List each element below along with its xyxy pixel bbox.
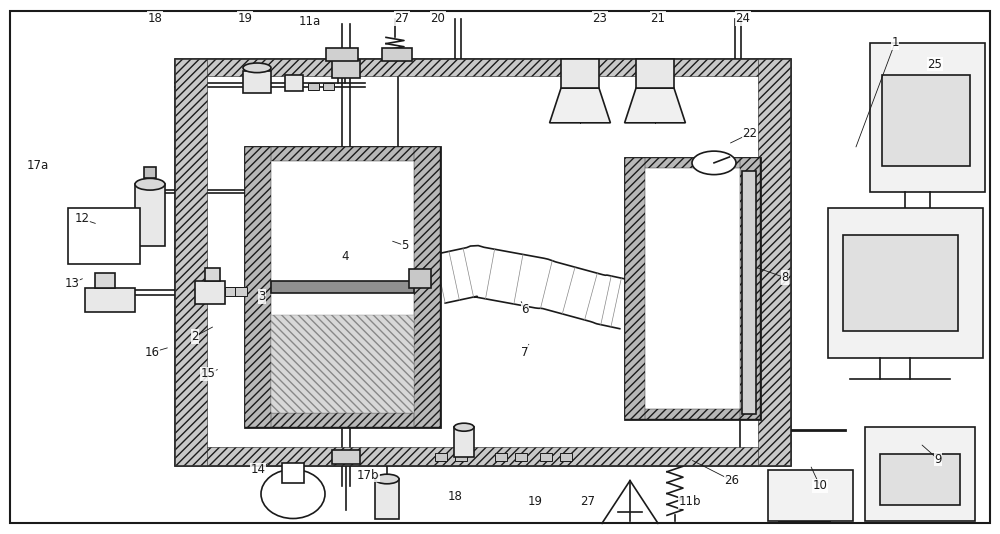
Bar [870,43,985,192]
Bar [625,158,760,419]
Bar [409,269,431,288]
Bar [95,273,115,288]
Text: 16: 16 [144,346,160,359]
Text: 17b: 17b [357,469,379,482]
Bar [375,479,399,519]
Polygon shape [625,88,685,123]
Bar [175,59,207,465]
Bar [195,281,225,304]
Text: 20: 20 [431,12,445,25]
Bar [382,48,412,61]
Text: 12: 12 [74,213,90,225]
Bar [625,409,760,419]
Bar [326,48,358,61]
Text: 18: 18 [148,12,162,25]
Text: 1: 1 [891,36,899,49]
Ellipse shape [135,178,165,190]
Text: 26: 26 [724,474,740,487]
Text: 7: 7 [521,346,529,359]
Bar [880,454,960,505]
Text: 11b: 11b [679,496,701,508]
Bar [768,470,853,521]
Text: 25: 25 [928,58,942,70]
Bar [561,59,599,88]
Bar [332,450,360,464]
Text: 5: 5 [401,239,409,252]
Circle shape [692,151,736,175]
Bar [540,453,552,461]
Bar [205,268,220,281]
Text: 27: 27 [580,496,596,508]
Text: 14: 14 [250,464,266,476]
Text: 19: 19 [238,12,252,25]
Bar [625,158,645,419]
Bar [144,167,156,178]
Bar [245,147,440,161]
Text: 23: 23 [593,12,607,25]
Bar [560,453,572,461]
Bar [175,447,790,465]
Text: 9: 9 [934,453,942,466]
Bar [882,75,970,166]
Text: 19: 19 [528,496,542,508]
Text: 27: 27 [394,12,410,25]
Bar [758,59,790,465]
Bar [323,83,334,90]
Bar [843,235,958,331]
Bar [515,453,527,461]
Bar [454,427,474,457]
Text: 3: 3 [258,290,266,303]
Polygon shape [550,88,610,123]
Bar [636,59,674,88]
Text: 4: 4 [341,250,349,263]
Bar [85,288,135,312]
Bar [495,453,507,461]
Bar [271,281,414,294]
Bar [435,453,447,461]
Bar [828,208,983,358]
Bar [332,60,360,78]
Bar [414,147,440,427]
Ellipse shape [454,423,474,431]
Text: 15: 15 [201,367,215,380]
Bar [243,71,271,93]
Bar [135,184,165,246]
Text: 21: 21 [650,12,666,25]
Bar [68,208,140,264]
Text: 6: 6 [521,303,529,316]
Bar [245,147,271,427]
Text: 24: 24 [736,12,750,25]
Text: 11a: 11a [299,15,321,28]
Text: 17a: 17a [27,159,49,172]
Bar [245,413,440,427]
Text: 2: 2 [191,330,199,343]
Bar [245,147,440,427]
Bar [235,287,247,296]
Bar [282,463,304,483]
Bar [865,427,975,521]
Ellipse shape [261,469,325,519]
Bar [175,59,790,465]
Bar [742,171,756,414]
Bar [625,158,760,168]
Bar [455,453,467,461]
Text: 18: 18 [448,490,462,503]
Bar [308,83,319,90]
Bar [225,287,237,296]
Ellipse shape [243,63,271,73]
Text: 13: 13 [65,277,79,289]
Text: 8: 8 [781,271,789,284]
Text: 22: 22 [742,127,758,140]
Bar [285,75,303,91]
Text: 10: 10 [813,480,827,492]
Ellipse shape [375,474,399,484]
Bar [740,158,760,419]
Bar [271,315,414,413]
Bar [175,59,790,76]
